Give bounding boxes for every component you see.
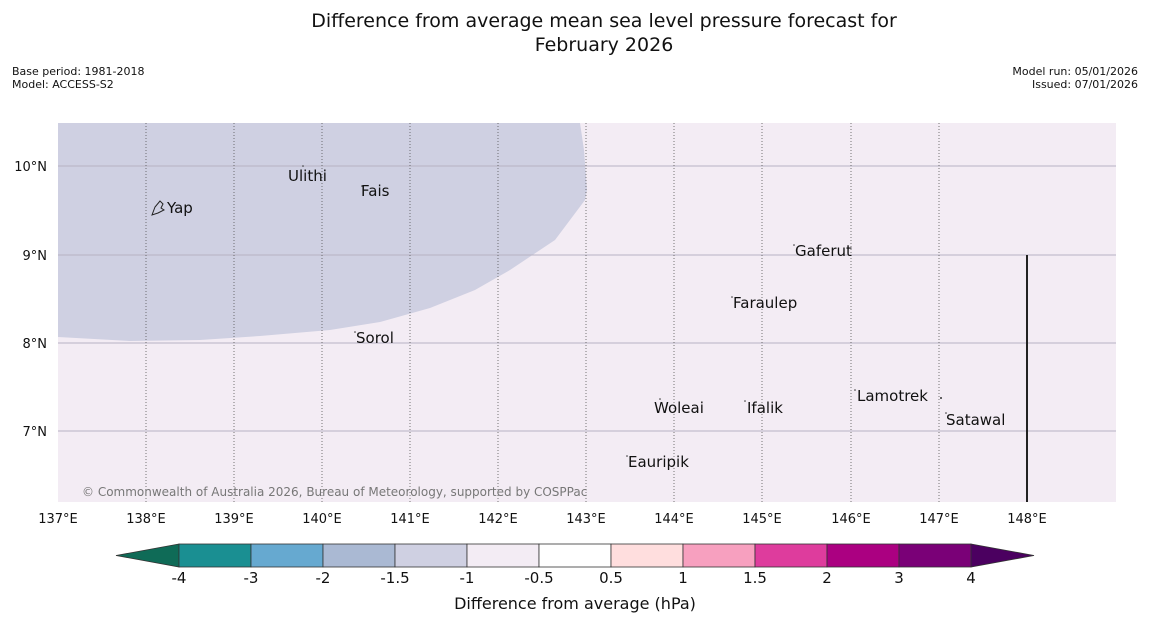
colorbar-low-extend xyxy=(115,543,180,568)
island-dot xyxy=(945,412,947,414)
meta-left: Base period: 1981-2018 Model: ACCESS-S2 xyxy=(12,65,144,91)
lat-label: 7°N xyxy=(23,425,48,440)
island-dot xyxy=(302,165,304,167)
colorbar-tick-label: 3 xyxy=(894,569,904,587)
colorbar-tick-label: 2 xyxy=(822,569,832,587)
colorbar-segment xyxy=(466,543,540,568)
lon-label: 147°E xyxy=(919,512,959,527)
place-label-lamotrek: Lamotrek xyxy=(857,387,928,405)
title-line-1: Difference from average mean sea level p… xyxy=(311,10,897,32)
colorbar-tick-label: -4 xyxy=(172,569,187,587)
lon-label: 140°E xyxy=(302,512,342,527)
lat-label: 10°N xyxy=(14,160,47,175)
lon-label: 138°E xyxy=(126,512,166,527)
colorbar-segment xyxy=(682,543,756,568)
place-label-fais: Fais xyxy=(361,182,390,200)
island-dot xyxy=(940,397,942,399)
lon-label: 137°E xyxy=(38,512,78,527)
lon-label: 142°E xyxy=(478,512,518,527)
colorbar-segment xyxy=(538,543,612,568)
colorbar-segment xyxy=(394,543,468,568)
base-period: Base period: 1981-2018 xyxy=(12,65,145,78)
colorbar-tick-label: -3 xyxy=(244,569,259,587)
colorbar-tick-label: -1.5 xyxy=(380,569,409,587)
island-dot xyxy=(744,400,746,402)
anomaly-region xyxy=(58,123,587,341)
island-dot xyxy=(731,296,733,298)
island-dot xyxy=(626,455,628,457)
colorbar-tick-label: 0.5 xyxy=(599,569,623,587)
place-label-faraulep: Faraulep xyxy=(733,294,797,312)
copyright-notice: © Commonwealth of Australia 2026, Bureau… xyxy=(82,485,587,499)
colorbar-tick-label: -0.5 xyxy=(524,569,553,587)
island-dot xyxy=(854,389,856,391)
colorbar-segment xyxy=(250,543,324,568)
meta-right: Model run: 05/01/2026 Issued: 07/01/2026 xyxy=(1012,65,1138,91)
island-dot xyxy=(659,398,661,400)
place-label-sorol: Sorol xyxy=(356,329,394,347)
lon-label: 145°E xyxy=(742,512,782,527)
colorbar-tick-label: 1 xyxy=(678,569,688,587)
lon-gridlines xyxy=(145,123,940,502)
colorbar-segment xyxy=(898,543,972,568)
place-label-ifalik: Ifalik xyxy=(747,399,783,417)
colorbar-tick-label: -2 xyxy=(316,569,331,587)
lat-label: 8°N xyxy=(23,337,48,352)
place-label-satawal: Satawal xyxy=(946,411,1005,429)
place-label-gaferut: Gaferut xyxy=(795,242,852,260)
island-dot xyxy=(361,185,363,187)
lon-label: 146°E xyxy=(831,512,871,527)
yap-island-shape xyxy=(151,200,165,216)
colorbar-tick-label: 4 xyxy=(966,569,976,587)
colorbar: -4 -3 -2 -1.5 -1 -0.5 0.5 1 1.5 2 3 4 Di… xyxy=(115,543,1035,613)
colorbar-segment xyxy=(322,543,396,568)
issued-date: Issued: 07/01/2026 xyxy=(1031,78,1138,91)
lon-label: 139°E xyxy=(214,512,254,527)
lon-label: 148°E xyxy=(1007,512,1047,527)
title-line-2: February 2026 xyxy=(534,34,674,56)
island-dot xyxy=(793,244,795,246)
place-label-woleai: Woleai xyxy=(654,399,704,417)
place-labels: Ulithi Fais Yap Gaferut Faraulep Sorol L… xyxy=(166,167,1005,471)
lon-label: 143°E xyxy=(566,512,606,527)
colorbar-tick-label: 1.5 xyxy=(743,569,767,587)
lon-labels: 137°E 138°E 139°E 140°E 141°E 142°E 143°… xyxy=(38,512,1047,527)
colorbar-segment xyxy=(754,543,828,568)
colorbar-title: Difference from average (hPa) xyxy=(454,594,696,613)
lon-label: 144°E xyxy=(654,512,694,527)
lat-label: 9°N xyxy=(23,249,48,264)
colorbar-segment xyxy=(610,543,684,568)
model-run: Model run: 05/01/2026 xyxy=(1012,65,1138,78)
colorbar-segment xyxy=(178,543,252,568)
colorbar-high-extend xyxy=(970,543,1035,568)
colorbar-tick-label: -1 xyxy=(460,569,475,587)
colorbar-segment xyxy=(826,543,900,568)
island-dots xyxy=(302,165,947,457)
lat-labels: 10°N 9°N 8°N 7°N xyxy=(14,160,47,440)
place-label-eauripik: Eauripik xyxy=(628,453,689,471)
model-name: Model: ACCESS-S2 xyxy=(12,78,114,91)
island-dot xyxy=(354,331,356,333)
place-label-ulithi: Ulithi xyxy=(288,167,327,185)
place-label-yap: Yap xyxy=(166,199,193,217)
lon-label: 141°E xyxy=(390,512,430,527)
